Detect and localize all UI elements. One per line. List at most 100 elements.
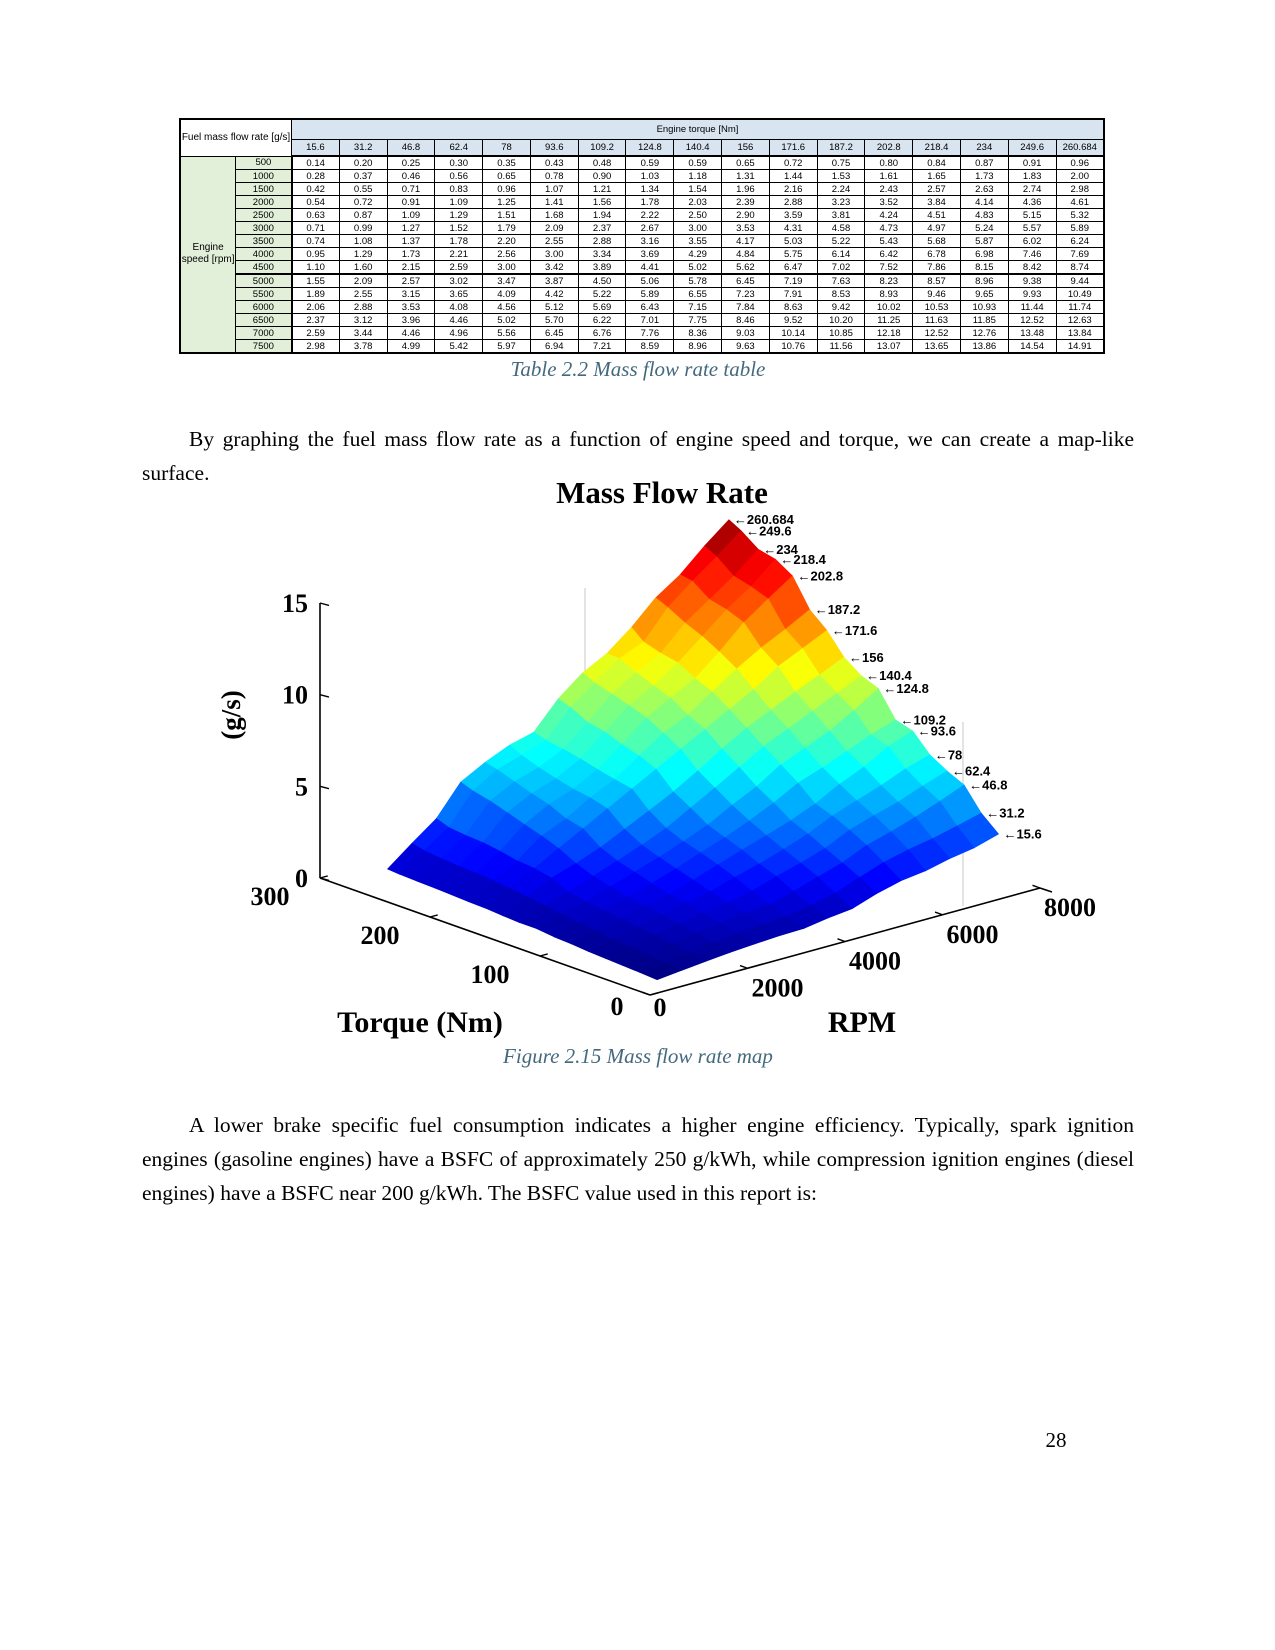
table-cell: 2.37	[291, 313, 340, 327]
table-cell: 4.51	[912, 208, 961, 222]
table-cell: 1.73	[959, 169, 1009, 183]
engine-speed-header: 7500	[235, 339, 293, 354]
table-cell: 6.98	[959, 247, 1009, 261]
table-cell: 1.44	[768, 169, 818, 183]
table-cell: 1.25	[482, 195, 531, 209]
torque-edge-annotation: ←260.684	[734, 512, 795, 527]
torque-edge-annotation: ←62.4	[952, 763, 991, 778]
table-cell: 6.14	[816, 247, 866, 261]
table-cell: 2.09	[529, 221, 579, 235]
table-cell: 0.65	[482, 169, 531, 183]
rpm-tick-label: 0	[654, 993, 667, 1022]
table-cell: 10.93	[959, 300, 1009, 314]
table-cell: 2.20	[482, 234, 531, 248]
table-cell: 8.53	[816, 287, 866, 301]
table-cell: 5.43	[864, 234, 914, 248]
torque-column-header: 46.8	[386, 139, 436, 157]
torque-edge-annotation: ←171.6	[832, 623, 878, 638]
rpm-axis-label: RPM	[828, 1006, 896, 1039]
engine-speed-header: 7000	[235, 326, 293, 340]
table-cell: 0.96	[482, 182, 531, 196]
table-cell: 12.52	[1007, 313, 1057, 327]
table-cell: 7.52	[864, 260, 914, 275]
table-cell: 5.56	[482, 326, 531, 340]
table-cell: 0.72	[768, 155, 818, 170]
table-cell: 0.43	[529, 155, 579, 170]
torque-column-header: 218.4	[912, 139, 961, 157]
table-cell: 0.87	[338, 208, 388, 222]
table-cell: 11.56	[816, 339, 866, 354]
torque-edge-annotation: ←187.2	[815, 602, 861, 617]
table-cell: 0.48	[577, 155, 627, 170]
table-cell: 1.09	[434, 195, 484, 209]
z-tick-label: 10	[282, 681, 308, 710]
rpm-tick	[934, 911, 943, 916]
torque-edge-annotation: ←249.6	[746, 523, 792, 538]
table-cell: 2.98	[291, 339, 340, 354]
table-cell: 13.07	[864, 339, 914, 354]
table-cell: 2.21	[434, 247, 484, 261]
torque-column-header: 202.8	[864, 139, 914, 157]
table-cell: 7.86	[912, 260, 961, 275]
table-cell: 3.65	[434, 287, 484, 301]
mass-flow-rate-surface-chart: 051015010020030002000400060008000←15.6←3…	[216, 475, 1096, 1039]
table-cell: 14.91	[1055, 339, 1105, 354]
table-cell: 7.21	[577, 339, 627, 354]
table-cell: 7.63	[816, 273, 866, 288]
table-cell: 3.96	[386, 313, 436, 327]
table-cell: 11.25	[864, 313, 914, 327]
table-cell: 7.01	[625, 313, 675, 327]
torque-column-header: 140.4	[673, 139, 723, 157]
table-cell: 3.23	[816, 195, 866, 209]
table-cell: 6.43	[625, 300, 675, 314]
table-cell: 1.54	[673, 182, 723, 196]
table-cell: 6.42	[864, 247, 914, 261]
table-cell: 8.36	[673, 326, 723, 340]
table-cell: 12.76	[959, 326, 1009, 340]
table-cell: 5.02	[482, 313, 531, 327]
table-cell: 3.59	[768, 208, 818, 222]
table-row: 5500 1.89 2.55 3.15 3.65 4.09 4.42 5.22 5.89 6.55…	[180, 287, 1105, 301]
table-cell: 3.87	[529, 273, 579, 288]
rpm-tick	[837, 938, 846, 943]
chart-title: Mass Flow Rate	[556, 475, 768, 510]
rpm-tick-label: 4000	[849, 947, 901, 976]
table-cell: 0.87	[959, 155, 1009, 170]
table-cell: 0.35	[482, 155, 531, 170]
table-cell: 5.89	[625, 287, 675, 301]
table-cell: 0.84	[912, 155, 961, 170]
table-cell: 0.25	[386, 155, 436, 170]
table-cell: 2.00	[1055, 169, 1105, 183]
torque-tick-label: 300	[251, 882, 290, 911]
table-row: 6500 2.37 3.12 3.96 4.46 5.02 5.70 6.22 7.01 7.75…	[180, 313, 1105, 327]
table-cell: 1.96	[721, 182, 770, 196]
rpm-tick-label: 6000	[947, 920, 999, 949]
table-cell: 6.02	[1007, 234, 1057, 248]
table-cell: 0.91	[1007, 155, 1057, 170]
rpm-tick-label: 2000	[752, 973, 804, 1002]
table-cell: 5.24	[959, 221, 1009, 235]
table-cell: 12.52	[912, 326, 961, 340]
torque-tick	[539, 953, 548, 957]
table-cell: 0.65	[721, 155, 770, 170]
table-cell: 1.03	[625, 169, 675, 183]
table-cell: 6.45	[721, 273, 770, 288]
table-cell: 1.79	[482, 221, 531, 235]
table-cell: 8.93	[864, 287, 914, 301]
page-number: 28	[1045, 1428, 1067, 1452]
table-cell: 3.81	[816, 208, 866, 222]
torque-column-header: 124.8	[625, 139, 675, 157]
table-cell: 2.03	[673, 195, 723, 209]
paragraph-graphing: By graphing the fuel mass flow rate as a…	[142, 426, 1134, 485]
table-cell: 7.84	[721, 300, 770, 314]
table-cell: 2.90	[721, 208, 770, 222]
torque-tick	[649, 992, 658, 996]
table-cell: 1.37	[386, 234, 436, 248]
table-cell: 2.57	[386, 273, 436, 288]
table-row: 5000 1.55 2.09 2.57 3.02 3.47 3.87 4.50 5.06 5.78…	[180, 273, 1105, 288]
table-cell: 7.02	[816, 260, 866, 275]
table-cell: 3.42	[529, 260, 579, 275]
torque-edge-annotation: ←218.4	[780, 552, 826, 567]
torque-edge-annotation: ←46.8	[969, 777, 1007, 792]
table-cell: 0.63	[291, 208, 340, 222]
